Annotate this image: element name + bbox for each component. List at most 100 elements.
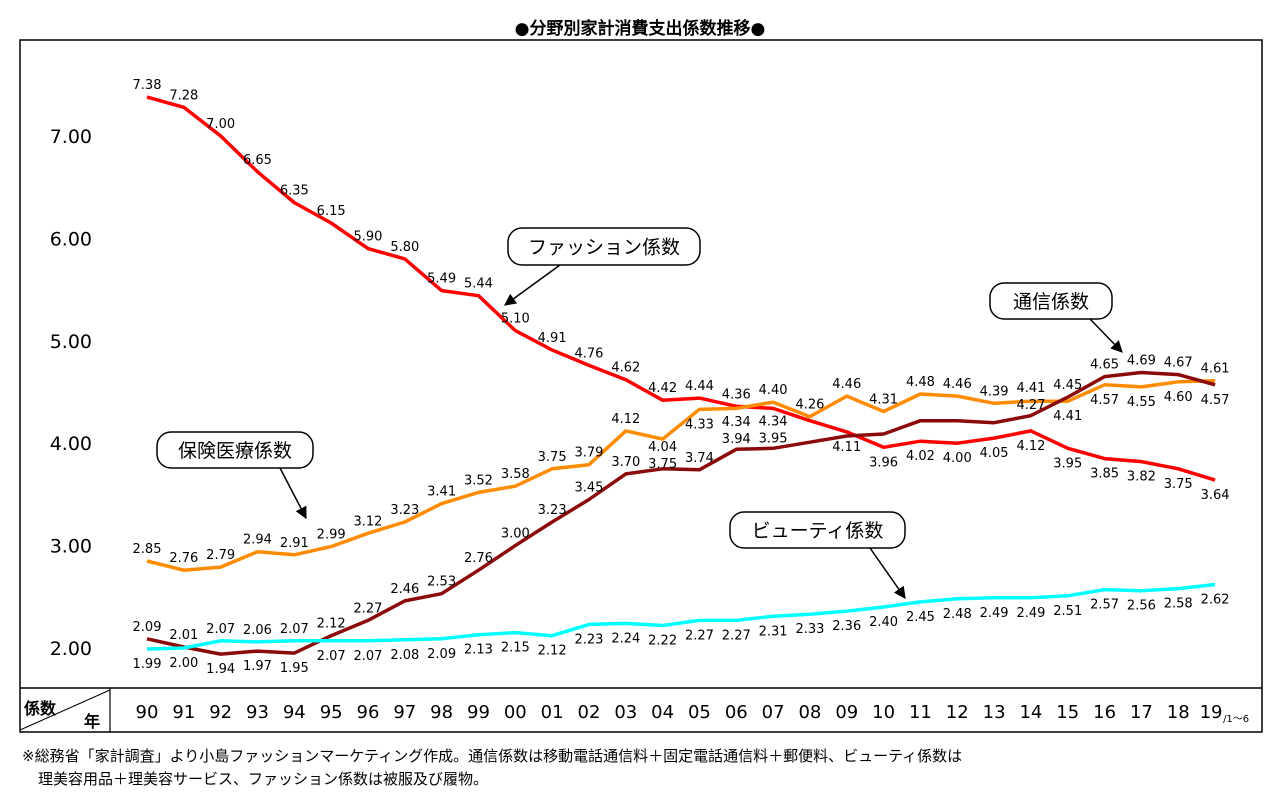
legend-label: ビューティ係数 (752, 520, 884, 542)
data-label: 3.75 (538, 450, 567, 465)
data-label: 4.12 (611, 412, 640, 427)
data-label: 6.65 (243, 153, 272, 168)
callout-arrow (279, 467, 307, 520)
data-label: 3.75 (648, 457, 677, 472)
series-line-4 (146, 582, 1216, 651)
data-label: 4.12 (1016, 439, 1045, 454)
legend-label: 通信係数 (1013, 291, 1089, 313)
data-label: 2.15 (501, 641, 530, 656)
x-tick-label: 07 (762, 702, 785, 723)
y-tick-label: 6.00 (50, 228, 92, 250)
data-label: 4.48 (906, 375, 935, 390)
data-label: 6.15 (317, 204, 346, 219)
data-label: 4.69 (1127, 354, 1156, 369)
data-label: 2.91 (280, 536, 309, 551)
data-label: 2.07 (280, 622, 309, 637)
data-label: 4.04 (648, 440, 677, 455)
data-label: 4.41 (1053, 409, 1082, 424)
x-tick-suffix: /1～6 (1223, 714, 1249, 725)
data-label: 2.49 (980, 606, 1009, 621)
x-tick-label: 03 (614, 702, 637, 723)
data-label: 2.09 (427, 647, 456, 662)
legend-label: 保険医療係数 (178, 440, 292, 462)
x-tick-label: 90 (136, 702, 159, 723)
data-label: 1.94 (206, 662, 235, 677)
data-label: 3.96 (869, 455, 898, 470)
x-tick-label: 94 (283, 702, 306, 723)
data-label: 2.79 (206, 548, 235, 563)
data-label: 4.39 (980, 384, 1009, 399)
x-tick-label: 00 (504, 702, 527, 723)
callout-box (156, 431, 314, 469)
x-tick-label: 08 (798, 702, 821, 723)
data-label: 7.28 (169, 88, 198, 103)
data-label: 5.10 (501, 312, 530, 327)
x-tick-label: 10 (872, 702, 895, 723)
callout-arrow (504, 264, 561, 306)
x-tick-label: 05 (688, 702, 711, 723)
data-label: 5.90 (354, 230, 383, 245)
data-label: 2.33 (795, 622, 824, 637)
data-label: 5.49 (427, 272, 456, 287)
data-label: 4.27 (1016, 398, 1045, 413)
data-label: 3.52 (464, 473, 493, 488)
data-label: 2.27 (685, 628, 714, 643)
x-tick-label: 99 (467, 702, 490, 723)
data-label: 7.00 (206, 117, 235, 132)
footnote-line-1: ※総務省「家計調査」より小島ファッションマーケティング作成。通信係数は移動電話通… (22, 747, 963, 765)
data-label: 4.41 (1016, 381, 1045, 396)
data-label: 2.00 (169, 656, 198, 671)
data-label: 3.00 (501, 527, 530, 542)
data-label: 2.57 (1090, 598, 1119, 613)
x-tick-label: 13 (983, 702, 1006, 723)
data-label: 2.27 (354, 601, 383, 616)
x-tick-label: 18 (1167, 702, 1190, 723)
x-tick-label: 17 (1130, 702, 1153, 723)
data-label: 3.95 (1053, 456, 1082, 471)
data-label: 3.58 (501, 467, 530, 482)
callout-box (507, 227, 701, 266)
data-label: 2.40 (869, 615, 898, 630)
data-label: 4.34 (759, 414, 788, 429)
data-label: 3.12 (354, 514, 383, 529)
data-label: 3.74 (685, 451, 714, 466)
data-label: 2.51 (1053, 604, 1082, 619)
chart-title: ●分野別家計消費支出係数推移● (514, 19, 766, 39)
data-label: 3.75 (1164, 477, 1193, 492)
data-label: 2.27 (722, 628, 751, 643)
data-label: 7.38 (133, 78, 162, 93)
x-tick-label: 01 (541, 702, 564, 723)
data-label: 2.12 (317, 617, 346, 632)
data-label: 3.23 (390, 503, 419, 518)
data-label: 2.12 (538, 644, 567, 659)
data-label: 3.23 (538, 503, 567, 518)
x-tick-label: 19 (1200, 702, 1223, 723)
data-label: 2.08 (390, 648, 419, 663)
data-label: 3.45 (574, 481, 603, 496)
y-tick-label: 3.00 (50, 536, 92, 558)
x-tick-label: 14 (1019, 702, 1042, 723)
data-label: 2.31 (759, 624, 788, 639)
data-label: 1.99 (133, 657, 162, 672)
data-label: 4.11 (832, 440, 861, 455)
data-label: 2.85 (133, 542, 162, 557)
y-tick-label: 5.00 (50, 331, 92, 353)
y-tick-label: 2.00 (50, 638, 92, 660)
data-label: 4.61 (1201, 362, 1230, 377)
data-label: 3.95 (759, 431, 788, 446)
data-label: 5.44 (464, 277, 493, 292)
data-label: 4.91 (538, 331, 567, 346)
data-label: 4.67 (1164, 356, 1193, 371)
x-tick-label: 96 (357, 702, 380, 723)
x-tick-label: 04 (651, 702, 674, 723)
data-label: 2.07 (354, 649, 383, 664)
x-tick-label: 92 (209, 702, 232, 723)
data-label: 2.24 (611, 631, 640, 646)
data-label: 4.62 (611, 361, 640, 376)
data-label: 2.13 (464, 643, 493, 658)
data-label: 4.55 (1127, 395, 1156, 410)
data-label: 4.57 (1090, 393, 1119, 408)
legend-label: ファッション係数 (528, 237, 680, 259)
data-label: 2.56 (1127, 599, 1156, 614)
